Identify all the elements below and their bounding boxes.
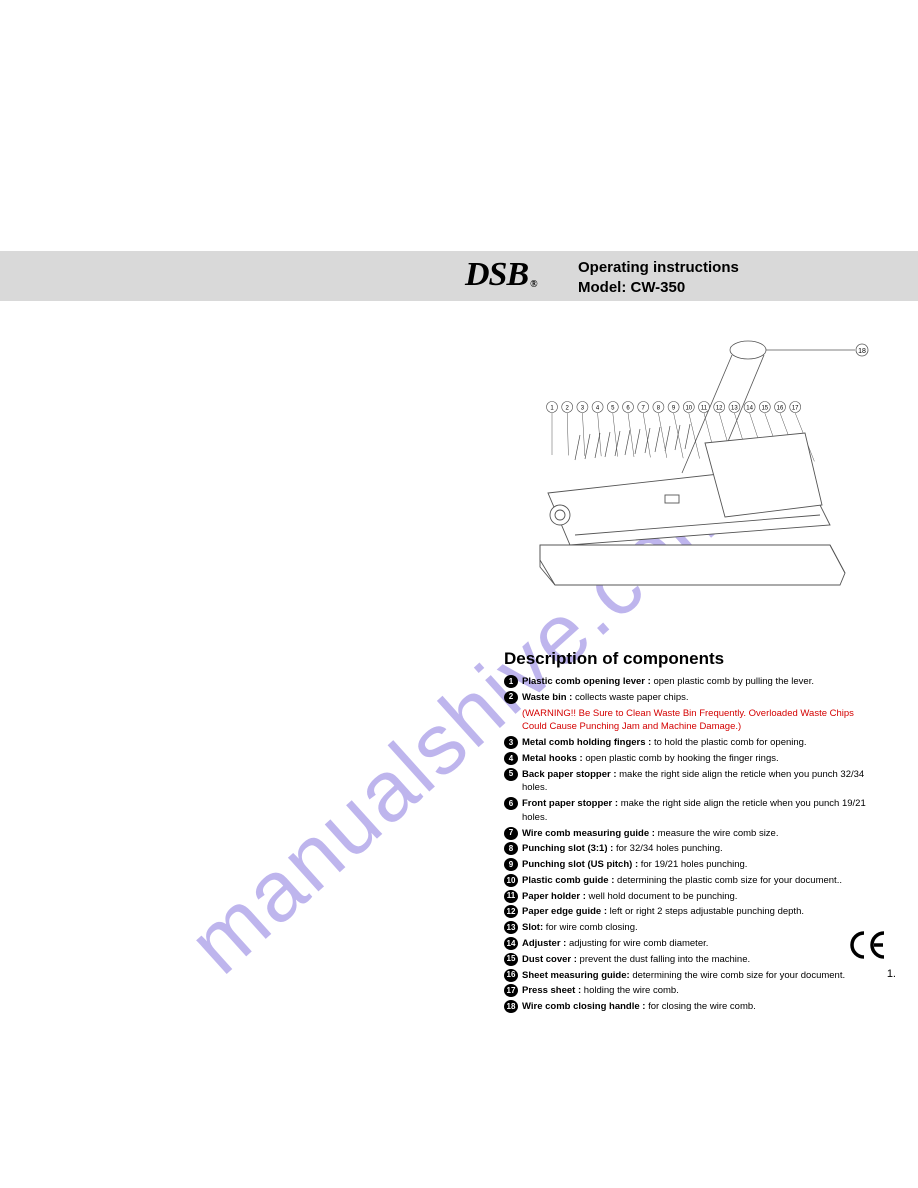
component-number-icon: 3 [504,736,518,749]
component-text: Wire comb measuring guide : measure the … [522,827,874,841]
component-number-icon: 1 [504,675,518,688]
section-title: Description of components [504,649,724,669]
component-text: Wire comb closing handle : for closing t… [522,1000,874,1014]
component-item: 13 Slot: for wire comb closing. [504,921,874,935]
component-number-icon: 9 [504,858,518,871]
header-band [0,251,918,301]
header-line1: Operating instructions [578,258,739,278]
component-text: Paper holder : well hold document to be … [522,890,874,904]
component-text: Back paper stopper : make the right side… [522,768,874,796]
component-item: 11 Paper holder : well hold document to b… [504,890,874,904]
component-text: Slot: for wire comb closing. [522,921,874,935]
component-list: 1 Plastic comb opening lever : open plast… [504,675,874,1016]
component-text: Punching slot (US pitch) : for 19/21 hol… [522,858,874,872]
component-item: 6 Front paper stopper : make the right si… [504,797,874,825]
component-number-icon: 15 [504,953,518,966]
product-diagram: 18 1234567891011121314151617 [500,335,890,615]
svg-text:12: 12 [716,406,723,412]
component-number-icon: 14 [504,937,518,950]
component-item: 16 Sheet measuring guide: determining the… [504,969,874,983]
component-text: Punching slot (3:1) : for 32/34 holes pu… [522,842,874,856]
logo-text: DSB [465,256,528,293]
component-item: 9 Punching slot (US pitch) : for 19/21 ho… [504,858,874,872]
component-item: 4 Metal hooks : open plastic comb by hook… [504,752,874,766]
svg-text:14: 14 [746,406,753,412]
svg-text:16: 16 [777,406,784,412]
component-item: 2 Waste bin : collects waste paper chips. [504,691,874,705]
svg-text:17: 17 [792,406,799,412]
header-line2: Model: CW-350 [578,278,739,298]
component-number-icon: 18 [504,1000,518,1013]
component-number-icon: 8 [504,842,518,855]
brand-logo: DSB® [465,256,535,294]
component-text: Press sheet : holding the wire comb. [522,984,874,998]
component-item: 12 Paper edge guide : left or right 2 ste… [504,905,874,919]
component-number-icon: 13 [504,921,518,934]
header-title-block: Operating instructions Model: CW-350 [578,258,739,299]
component-item: 1 Plastic comb opening lever : open plast… [504,675,874,689]
component-item: 10 Plastic comb guide : determining the p… [504,874,874,888]
svg-text:11: 11 [701,406,708,412]
component-item: 14 Adjuster : adjusting for wire comb dia… [504,937,874,951]
component-number-icon: 16 [504,969,518,982]
component-text: Metal hooks : open plastic comb by hooki… [522,752,874,766]
component-item: 7 Wire comb measuring guide : measure the… [504,827,874,841]
component-text: Plastic comb guide : determining the pla… [522,874,874,888]
component-number-icon: 2 [504,691,518,704]
component-text: Dust cover : prevent the dust falling in… [522,953,874,967]
component-text: Adjuster : adjusting for wire comb diame… [522,937,874,951]
svg-text:13: 13 [731,406,738,412]
component-number-icon: 10 [504,874,518,887]
component-number-icon: 17 [504,984,518,997]
component-item: 17 Press sheet : holding the wire comb. [504,984,874,998]
registered-mark: ® [530,279,536,290]
component-item: 3 Metal comb holding fingers : to hold th… [504,736,874,750]
component-text: Front paper stopper : make the right sid… [522,797,874,825]
svg-text:10: 10 [685,406,692,412]
component-item: 8 Punching slot (3:1) : for 32/34 holes p… [504,842,874,856]
component-number-icon: 4 [504,752,518,765]
callout-18: 18 [858,348,866,355]
component-number-icon: 7 [504,827,518,840]
component-number-icon: 11 [504,890,518,903]
component-text: Plastic comb opening lever : open plasti… [522,675,874,689]
component-number-icon: 12 [504,905,518,918]
component-item: 5 Back paper stopper : make the right sid… [504,768,874,796]
component-text: Waste bin : collects waste paper chips. [522,691,874,705]
page-number: 1. [887,968,896,980]
component-text: Sheet measuring guide: determining the w… [522,969,874,983]
component-number-icon: 6 [504,797,518,810]
warning-text: (WARNING!! Be Sure to Clean Waste Bin Fr… [522,707,874,735]
component-text: Paper edge guide : left or right 2 steps… [522,905,874,919]
ce-mark [850,930,890,967]
component-item: 15 Dust cover : prevent the dust falling … [504,953,874,967]
component-text: Metal comb holding fingers : to hold the… [522,736,874,750]
component-number-icon: 5 [504,768,518,781]
component-item: 18 Wire comb closing handle : for closing… [504,1000,874,1014]
svg-text:15: 15 [761,406,768,412]
